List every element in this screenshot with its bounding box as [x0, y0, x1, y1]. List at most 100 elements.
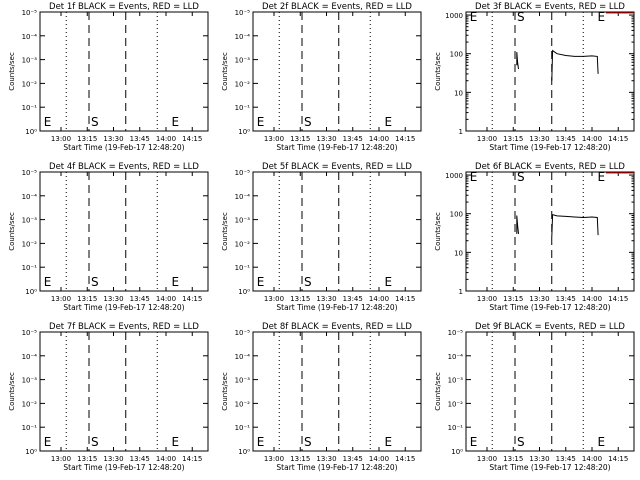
x-axis-label: Start Time (19-Feb-17 12:48:20): [276, 303, 397, 312]
x-tick-label: 13:45: [130, 455, 150, 463]
y-tick-label: 10⁻¹: [22, 264, 38, 272]
panel-title: Det 3f BLACK = Events, RED = LLD: [475, 2, 625, 12]
marker-e: E: [470, 170, 478, 184]
x-tick-label: 13:15: [290, 135, 310, 143]
plot-frame: [252, 331, 422, 452]
y-tick-label: 10⁰: [238, 448, 250, 456]
x-tick-label: 13:30: [103, 295, 123, 303]
x-tick-label: 13:45: [130, 135, 150, 143]
y-tick-label: 10⁻⁵: [22, 329, 38, 337]
y-tick-label: 10⁻¹: [235, 104, 251, 112]
y-tick-label: 10⁻¹: [235, 264, 251, 272]
y-tick-label: 10⁻⁴: [235, 353, 251, 361]
events-series-line: [551, 49, 599, 81]
detector-panel-7: Det 7f BLACK = Events, RED = LLD 13:00 13:…: [0, 320, 213, 480]
y-tick-label: 10⁻²: [448, 400, 464, 408]
marker-e: E: [172, 435, 180, 449]
plot-frame: [39, 331, 209, 452]
marker-e: E: [385, 115, 393, 129]
y-axis-label: Counts/sec: [8, 52, 16, 91]
x-tick-label: 13:30: [316, 295, 336, 303]
x-tick-label: 13:45: [556, 135, 576, 143]
x-tick-label: 14:15: [608, 135, 628, 143]
y-tick-label: 10⁰: [238, 128, 250, 136]
plot-frame: [465, 331, 635, 452]
y-axis-label: Counts/sec: [221, 212, 229, 251]
y-tick-label: 10⁰: [238, 288, 250, 296]
marker-e: E: [257, 275, 265, 289]
x-tick-label: 13:45: [343, 455, 363, 463]
marker-s: S: [517, 435, 525, 449]
x-axis-label: Start Time (19-Feb-17 12:48:20): [276, 143, 397, 152]
x-tick-label: 14:15: [395, 295, 415, 303]
y-tick-label: 10⁻⁴: [22, 33, 38, 41]
y-tick-label: 10⁻²: [235, 240, 251, 248]
y-tick-label: 10⁻¹: [448, 424, 464, 432]
panel-title: Det 1f BLACK = Events, RED = LLD: [49, 2, 199, 12]
y-tick-label: 100: [450, 211, 463, 219]
x-tick-label: 13:15: [290, 455, 310, 463]
x-tick-label: 13:00: [477, 295, 497, 303]
events-series-line: [516, 52, 519, 70]
y-tick-label: 1: [459, 288, 463, 296]
y-axis-label: Counts/sec: [221, 52, 229, 91]
marker-s: S: [91, 275, 99, 289]
x-tick-label: 13:00: [264, 455, 284, 463]
x-tick-label: 13:15: [503, 295, 523, 303]
panel-svg: Det 8f BLACK = Events, RED = LLD 13:00 13:…: [221, 322, 422, 472]
x-tick-label: 13:45: [343, 295, 363, 303]
x-axis-label: Start Time (19-Feb-17 12:48:20): [276, 463, 397, 472]
x-tick-label: 14:15: [395, 135, 415, 143]
x-tick-label: 13:30: [103, 135, 123, 143]
y-tick-label: 10⁻³: [235, 377, 251, 385]
y-tick-label: 10⁻³: [22, 217, 38, 225]
panel-title: Det 9f BLACK = Events, RED = LLD: [475, 322, 625, 332]
x-axis-label: Start Time (19-Feb-17 12:48:20): [63, 463, 184, 472]
x-tick-label: 13:15: [503, 135, 523, 143]
plot-frame: [465, 171, 635, 292]
y-tick-label: 10⁻³: [22, 57, 38, 65]
y-tick-label: 10⁻⁵: [22, 169, 38, 177]
x-tick-label: 13:00: [477, 135, 497, 143]
detector-panel-5: Det 5f BLACK = Events, RED = LLD 13:00 13:…: [213, 160, 426, 320]
y-tick-label: 10⁻²: [22, 240, 38, 248]
x-tick-label: 14:15: [182, 135, 202, 143]
x-axis-label: Start Time (19-Feb-17 12:48:20): [489, 463, 610, 472]
panel-title: Det 8f BLACK = Events, RED = LLD: [262, 322, 412, 332]
y-tick-label: 10⁻⁴: [235, 33, 251, 41]
y-axis-label: Counts/sec: [8, 372, 16, 411]
y-tick-label: 10⁻¹: [22, 104, 38, 112]
x-tick-label: 14:00: [156, 455, 176, 463]
x-tick-label: 13:15: [77, 135, 97, 143]
x-axis-label: Start Time (19-Feb-17 12:48:20): [63, 143, 184, 152]
x-tick-label: 14:00: [582, 455, 602, 463]
x-tick-label: 14:15: [608, 295, 628, 303]
plot-frame: [39, 171, 209, 292]
y-tick-label: 10⁻³: [235, 57, 251, 65]
panel-svg: Det 1f BLACK = Events, RED = LLD 13:00 13:…: [8, 2, 209, 152]
x-tick-label: 13:30: [529, 295, 549, 303]
x-tick-label: 13:15: [77, 455, 97, 463]
panel-svg: Det 5f BLACK = Events, RED = LLD 13:00 13:…: [221, 162, 422, 312]
y-tick-label: 1000: [445, 172, 463, 180]
x-tick-label: 13:00: [264, 135, 284, 143]
detector-panel-2: Det 2f BLACK = Events, RED = LLD 13:00 13:…: [213, 0, 426, 160]
marker-e: E: [598, 170, 606, 184]
panel-svg: Det 9f BLACK = Events, RED = LLD 13:00 13:…: [434, 322, 635, 472]
marker-e: E: [44, 275, 52, 289]
panel-title: Det 4f BLACK = Events, RED = LLD: [49, 162, 199, 172]
x-tick-label: 14:15: [182, 295, 202, 303]
x-tick-label: 14:15: [608, 455, 628, 463]
panel-title: Det 6f BLACK = Events, RED = LLD: [475, 162, 625, 172]
x-tick-label: 13:45: [130, 295, 150, 303]
plot-frame: [465, 11, 635, 132]
y-tick-label: 100: [450, 51, 463, 59]
panel-svg: Det 3f BLACK = Events, RED = LLD 13:00 13:…: [434, 2, 635, 152]
plot-frame: [39, 11, 209, 132]
detector-panel-9: Det 9f BLACK = Events, RED = LLD 13:00 13:…: [426, 320, 639, 480]
y-tick-label: 10⁻³: [448, 377, 464, 385]
y-tick-label: 10⁻¹: [22, 424, 38, 432]
x-tick-label: 13:00: [477, 455, 497, 463]
marker-e: E: [470, 10, 478, 24]
y-tick-label: 10⁻²: [235, 80, 251, 88]
